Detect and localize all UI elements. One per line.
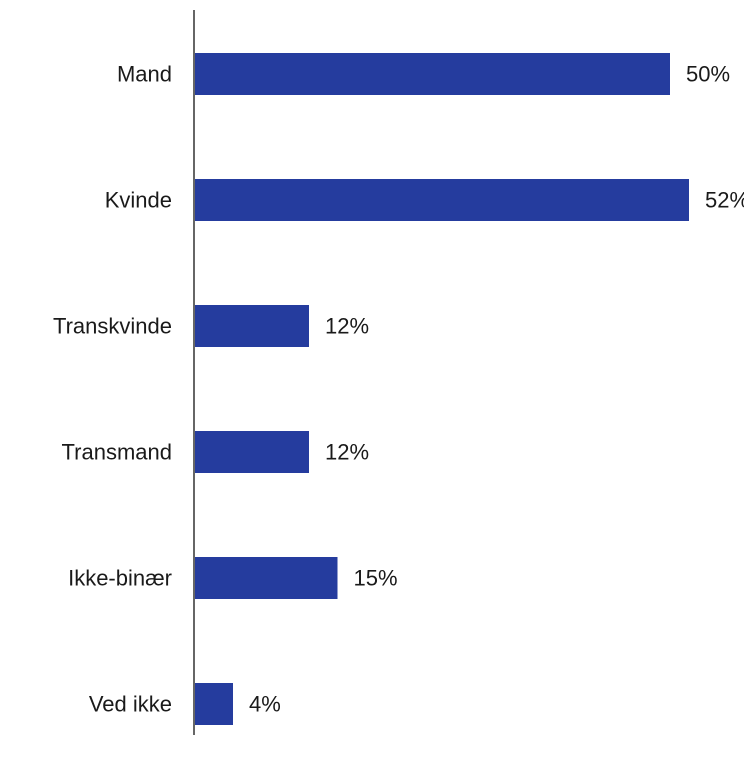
category-label-3: Transmand <box>62 440 172 465</box>
value-label-2: 12% <box>325 314 369 339</box>
bar-2 <box>195 305 309 347</box>
value-label-4: 15% <box>354 566 398 591</box>
category-label-5: Ved ikke <box>89 692 172 717</box>
bar-5 <box>195 683 233 725</box>
category-label-2: Transkvinde <box>53 314 172 339</box>
value-label-1: 52% <box>705 188 744 213</box>
bars-group: Mand 50% Kvinde 52% Transkvinde 12% Transmand 1… <box>53 53 744 725</box>
category-label-4: Ikke-binær <box>68 566 172 591</box>
bar-1 <box>195 179 689 221</box>
value-label-3: 12% <box>325 440 369 465</box>
bar-3 <box>195 431 309 473</box>
value-label-5: 4% <box>249 692 281 717</box>
category-label-1: Kvinde <box>105 188 172 213</box>
category-label-0: Mand <box>117 62 172 87</box>
bar-0 <box>195 53 670 95</box>
value-label-0: 50% <box>686 62 730 87</box>
bar-4 <box>195 557 338 599</box>
